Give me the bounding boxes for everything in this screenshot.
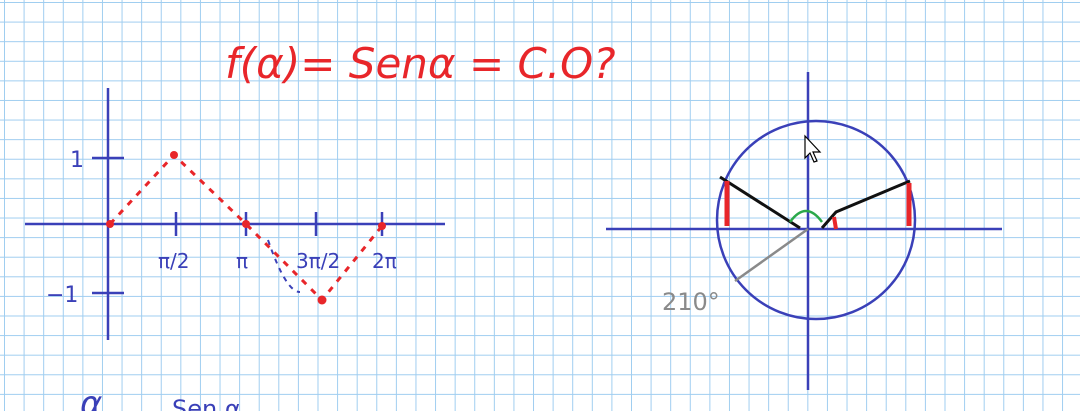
sine-point-3pi-half <box>317 295 327 305</box>
blue-dashed-guide <box>267 239 301 293</box>
x-label-pi-half: π/2 <box>158 249 190 273</box>
bottom-alpha-text: α <box>80 384 102 411</box>
y-label-1: 1 <box>70 148 84 173</box>
sine-point-pi-half <box>170 151 178 159</box>
sine-graph: 1 −1 π/2 π 3π/2 2π <box>25 88 445 340</box>
sine-point-0 <box>106 220 114 228</box>
x-label-pi: π <box>236 249 248 273</box>
angle-arc <box>788 209 824 223</box>
y-label-minus1: −1 <box>46 283 78 308</box>
left-triangle-side <box>719 175 801 230</box>
unit-circle-diagram: 210° <box>606 72 1002 390</box>
x-label-2pi: 2π <box>372 249 397 273</box>
bottom-partial-text: Sen α <box>172 395 241 411</box>
right-triangle-side <box>820 179 911 229</box>
angle-label-210: 210° <box>662 288 720 316</box>
sine-point-2pi <box>378 222 386 230</box>
radius-210 <box>734 227 809 283</box>
mouse-pointer-icon <box>804 134 822 163</box>
formula-text: f(α)= Senα = C.O? <box>225 39 616 88</box>
sine-point-pi <box>242 220 250 228</box>
small-red-mark <box>832 216 838 230</box>
unit-circle <box>715 119 917 321</box>
x-label-3pi-half: 3π/2 <box>296 249 340 273</box>
